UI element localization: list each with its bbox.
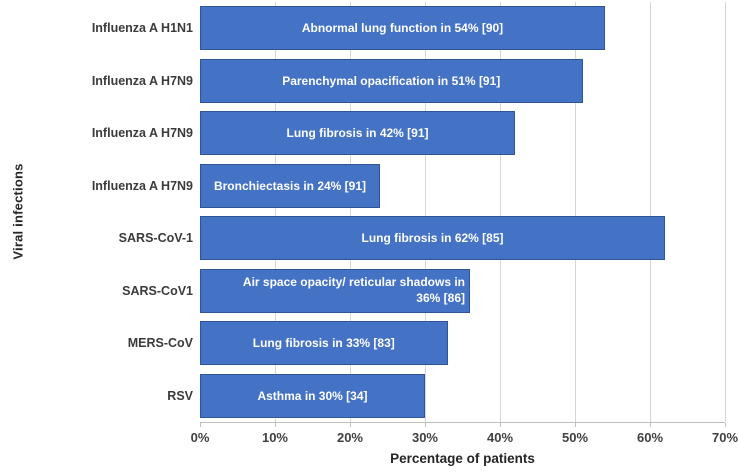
axis-tick: [274, 423, 276, 427]
axis-tick: [725, 423, 726, 427]
category-label: Influenza A H7N9: [91, 73, 193, 88]
bar-influenza-h7n9-bronchiectasis: Bronchiectasis in 24% [91]: [200, 163, 380, 208]
bars-container: Abnormal lung function in 54% [90] Paren…: [200, 2, 725, 422]
gridline: [575, 2, 576, 422]
axis-tick: [424, 423, 426, 427]
bar-rsv-asthma: Asthma in 30% [34]: [200, 373, 425, 418]
x-tick-label: 10%: [261, 430, 288, 445]
axis-tick: [575, 423, 576, 427]
category-label: Influenza A H7N9: [91, 178, 193, 193]
bar-influenza-h7n9-lung-fibrosis: Lung fibrosis in 42% [91]: [200, 111, 515, 156]
category-label: MERS-CoV: [127, 336, 193, 351]
bar-sars-cov1-air-space-opacity: Air space opacity/ reticular shadows in …: [200, 268, 470, 313]
x-tick-label: 60%: [636, 430, 664, 445]
gridline: [349, 2, 351, 422]
axis-tick: [500, 423, 501, 427]
category-label: SARS-CoV-1: [118, 231, 193, 246]
x-tick-label: 30%: [411, 430, 438, 445]
gridline: [500, 2, 501, 422]
bar-influenza-h7n9-parenchymal-opacification: Parenchymal opacification in 51% [91]: [200, 58, 583, 103]
gridline: [424, 2, 426, 422]
gridline: [650, 2, 651, 422]
bar-label-lines: Air space opacity/ reticular shadows in …: [205, 275, 465, 306]
x-axis-tick-labels: 0% 10% 20% 30% 40% 50% 60% 70%: [191, 430, 738, 448]
category-label: Influenza A H1N1: [91, 21, 193, 36]
bar-mers-cov-lung-fibrosis: Lung fibrosis in 33% [83]: [200, 321, 448, 366]
x-axis-title: Percentage of patients: [390, 451, 535, 466]
category-label: RSV: [167, 388, 193, 403]
x-tick-label: 70%: [711, 430, 739, 445]
gridline: [274, 2, 276, 422]
axis-tick: [349, 423, 351, 427]
category-label: Influenza A H7N9: [91, 126, 193, 141]
x-tick-label: 20%: [336, 430, 363, 445]
x-tick-label: 50%: [561, 430, 589, 445]
x-tick-label: 40%: [486, 430, 514, 445]
gridline: [725, 2, 726, 422]
axis-tick: [650, 423, 651, 427]
bar-sars-cov-1-lung-fibrosis: Lung fibrosis in 62% [85]: [200, 216, 665, 261]
plot-area: Abnormal lung function in 54% [90] Paren…: [200, 2, 726, 427]
bar-label-line: 36% [86]: [416, 290, 465, 305]
category-label: SARS-CoV1: [122, 283, 193, 298]
axis-tick: [200, 423, 201, 427]
y-axis-category-labels: Influenza A H1N1 Influenza A H7N9 Influe…: [0, 2, 193, 422]
bar-label-line: Air space opacity/ reticular shadows in: [242, 275, 465, 290]
bar-influenza-h1n1-abnormal-lung-function: Abnormal lung function in 54% [90]: [200, 6, 605, 51]
x-tick-label: 0%: [190, 430, 210, 445]
